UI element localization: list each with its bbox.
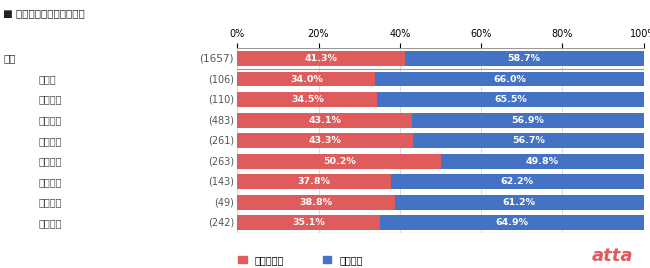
Text: 58.7%: 58.7%	[508, 54, 541, 63]
Text: 北海道: 北海道	[39, 74, 57, 84]
Text: 38.8%: 38.8%	[300, 198, 333, 207]
Text: 関東地方: 関東地方	[39, 115, 62, 125]
Text: 41.3%: 41.3%	[305, 54, 337, 63]
Text: (1657): (1657)	[200, 54, 234, 64]
Bar	[378, 92, 644, 107]
Text: 65.5%: 65.5%	[494, 95, 527, 104]
Text: 43.1%: 43.1%	[308, 116, 341, 125]
Text: (242): (242)	[208, 218, 234, 228]
Bar	[237, 195, 395, 210]
Legend: 知っている, 知らない: 知っている, 知らない	[234, 251, 367, 268]
Text: 四国地方: 四国地方	[39, 197, 62, 207]
Text: (261): (261)	[208, 136, 234, 146]
Text: atta: atta	[592, 247, 633, 265]
Text: 37.8%: 37.8%	[298, 177, 331, 186]
Bar	[237, 92, 378, 107]
Text: (143): (143)	[208, 177, 234, 187]
Bar	[413, 133, 644, 148]
Bar	[237, 51, 405, 66]
Text: (49): (49)	[214, 197, 234, 207]
Text: 43.3%: 43.3%	[309, 136, 342, 145]
Text: 中部地方: 中部地方	[39, 136, 62, 146]
Text: 35.1%: 35.1%	[292, 218, 325, 227]
Text: 近畿地方: 近畿地方	[39, 156, 62, 166]
Bar	[391, 174, 644, 189]
Text: 66.0%: 66.0%	[493, 75, 526, 84]
Text: 62.2%: 62.2%	[500, 177, 534, 186]
Text: (106): (106)	[208, 74, 234, 84]
Bar	[237, 133, 413, 148]
Text: 56.7%: 56.7%	[512, 136, 545, 145]
Bar	[237, 72, 376, 87]
Bar	[395, 195, 644, 210]
Text: (483): (483)	[208, 115, 234, 125]
Text: 64.9%: 64.9%	[495, 218, 528, 227]
Text: 九州地方: 九州地方	[39, 218, 62, 228]
Bar	[412, 113, 644, 128]
Text: 34.0%: 34.0%	[290, 75, 322, 84]
Text: 全体: 全体	[3, 54, 16, 64]
Bar	[237, 174, 391, 189]
Text: 34.5%: 34.5%	[291, 95, 324, 104]
Text: (110): (110)	[208, 95, 234, 105]
Text: 中国地方: 中国地方	[39, 177, 62, 187]
Text: 49.8%: 49.8%	[526, 157, 559, 166]
Bar	[376, 72, 644, 87]
Bar	[441, 154, 644, 169]
Text: ■ 出国税をご存知ですか？: ■ 出国税をご存知ですか？	[3, 8, 85, 18]
Text: (263): (263)	[208, 156, 234, 166]
Bar	[237, 154, 441, 169]
Bar	[380, 215, 644, 230]
Bar	[237, 215, 380, 230]
Bar	[405, 51, 644, 66]
Text: 東北地方: 東北地方	[39, 95, 62, 105]
Text: 61.2%: 61.2%	[502, 198, 536, 207]
Bar	[237, 113, 412, 128]
Text: 50.2%: 50.2%	[323, 157, 356, 166]
Text: 56.9%: 56.9%	[512, 116, 544, 125]
